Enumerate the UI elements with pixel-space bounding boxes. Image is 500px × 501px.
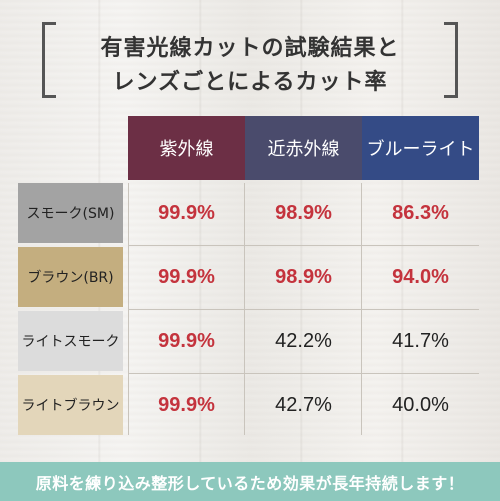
row-label-light-brown: ライトブラウン: [18, 375, 123, 435]
table-cell: 99.9%: [158, 329, 215, 352]
title-line-2: レンズごとによるカット率: [112, 70, 388, 95]
table-cell: 99.9%: [158, 265, 215, 288]
table-cell: 99.9%: [158, 201, 215, 224]
grid-line: [128, 245, 479, 246]
table-cell: 41.7%: [392, 329, 449, 352]
table-cell: 86.3%: [392, 201, 449, 224]
table-cell: 42.7%: [275, 393, 332, 416]
table-cell: 42.2%: [275, 329, 332, 352]
table-cell: 99.9%: [158, 393, 215, 416]
table-cell: 98.9%: [275, 265, 332, 288]
footer-banner: 原料を練り込み整形しているため効果が長年持続します！: [0, 462, 500, 501]
row-label-light-smoke: ライトスモーク: [18, 311, 123, 371]
grid-line: [128, 309, 479, 310]
column-header-near-infrared: 近赤外線: [245, 116, 362, 180]
page-title: 有害光線カットの試験結果と レンズごとによるカット率: [42, 22, 458, 98]
table-cell: 94.0%: [392, 265, 449, 288]
table-cell: 40.0%: [392, 393, 449, 416]
title-bracket-right: [444, 22, 458, 98]
title-bracket-left: [42, 22, 56, 98]
table-cell: 98.9%: [275, 201, 332, 224]
row-label-smoke: スモーク(SM): [18, 183, 123, 243]
title-line-1: 有害光線カットの試験結果と: [100, 36, 400, 61]
row-label-brown: ブラウン(BR): [18, 247, 123, 307]
banner-text: 原料を練り込み整形しているため効果が長年持続します！: [35, 473, 465, 493]
grid-line: [128, 373, 479, 374]
column-header-blue-light: ブルーライト: [362, 116, 479, 180]
column-header-uv: 紫外線: [128, 116, 245, 180]
